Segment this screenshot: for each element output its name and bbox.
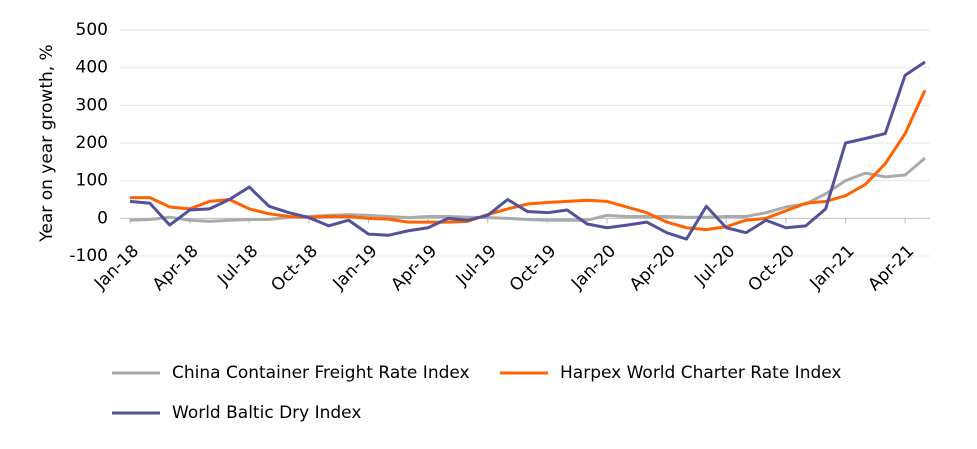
x-tick-label: Jul-18 <box>213 241 262 290</box>
x-tick-label: Jul-20 <box>690 241 739 290</box>
x-tick-label: Oct-20 <box>744 241 799 296</box>
y-tick-label: 500 <box>76 20 108 40</box>
y-axis-label: Year on year growth, % <box>37 44 57 242</box>
x-tick-label: Jul-19 <box>452 241 501 290</box>
legend-label: China Container Freight Rate Index <box>172 363 470 383</box>
legend-label: Harpex World Charter Rate Index <box>560 363 841 383</box>
series-line <box>129 156 926 223</box>
y-tick-label: 100 <box>76 171 108 191</box>
x-tick-label: Jan-21 <box>806 241 859 294</box>
x-tick-label: Oct-19 <box>506 241 561 296</box>
series-line <box>130 89 927 232</box>
series-line <box>129 60 926 241</box>
y-tick-label: 0 <box>97 208 108 228</box>
y-tick-label: 300 <box>76 95 108 115</box>
x-tick-label: Apr-19 <box>387 241 441 295</box>
y-tick-label: -100 <box>69 246 108 266</box>
x-tick-label: Apr-21 <box>864 241 918 295</box>
legend-label: World Baltic Dry Index <box>172 403 361 423</box>
x-tick-label: Oct-18 <box>267 241 322 296</box>
x-tick-label: Jan-19 <box>329 241 382 294</box>
x-tick-label: Apr-18 <box>149 241 203 295</box>
x-tick-label: Jan-20 <box>567 241 620 294</box>
x-tick-label: Apr-20 <box>626 241 680 295</box>
y-tick-label: 400 <box>76 58 108 78</box>
y-tick-label: 200 <box>76 133 108 153</box>
